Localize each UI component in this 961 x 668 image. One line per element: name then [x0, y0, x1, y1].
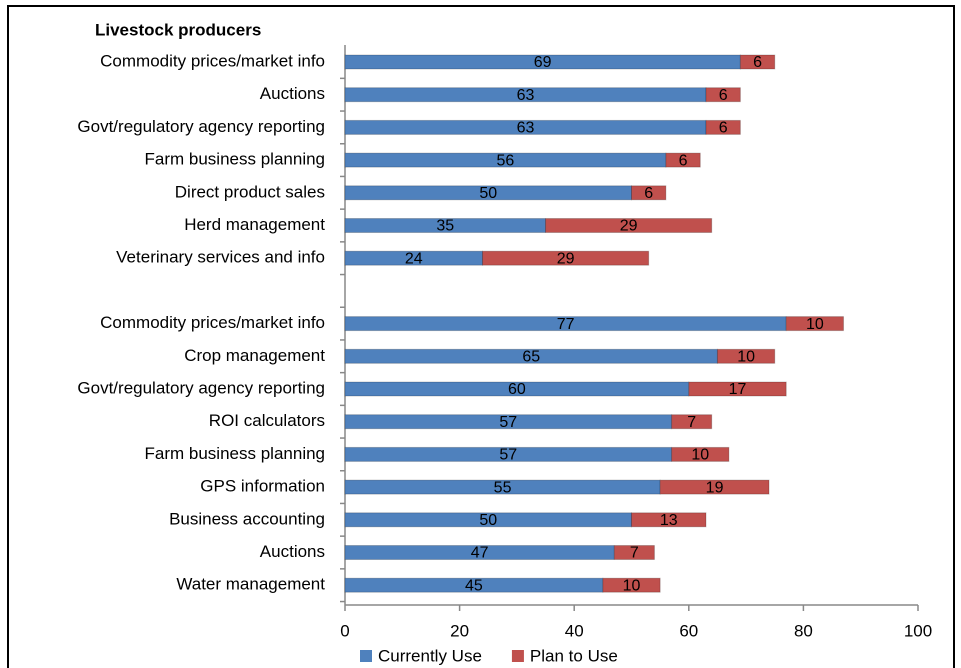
legend-label: Plan to Use: [530, 646, 618, 665]
value-label: 6: [644, 185, 653, 202]
bar-segment: [631, 185, 667, 201]
value-label: 10: [623, 577, 641, 594]
y-tick-label: Govt/regulatory agency reporting: [77, 378, 325, 397]
y-tick-label: Herd management: [184, 215, 325, 234]
value-label: 29: [557, 250, 575, 267]
bar-segment: [344, 316, 787, 332]
bar-segment: [671, 446, 730, 462]
value-label: 29: [620, 218, 638, 235]
x-tick-label: 60: [679, 621, 698, 640]
value-label: 17: [729, 381, 747, 398]
y-tick-label: ROI calculators: [209, 411, 325, 430]
value-label: 35: [436, 218, 454, 235]
legend-label: Currently Use: [378, 646, 482, 665]
value-label: 77: [557, 316, 575, 333]
y-tick-label: Auctions: [260, 542, 325, 561]
value-label: 63: [517, 120, 535, 137]
bar-segment: [705, 119, 741, 135]
legend-swatch: [360, 650, 372, 662]
value-label: 55: [494, 479, 512, 496]
value-label: 10: [806, 316, 824, 333]
bar-segment: [602, 577, 661, 593]
bar-segment: [785, 316, 845, 332]
bar-segment: [665, 152, 701, 168]
value-label: 63: [517, 87, 535, 104]
y-tick-label: Crop management: [184, 346, 325, 365]
x-tick-label: 40: [565, 621, 584, 640]
value-label: 7: [630, 545, 639, 562]
bar-segment: [482, 250, 650, 266]
value-label: 19: [706, 479, 724, 496]
x-tick-label: 20: [450, 621, 469, 640]
value-label: 60: [508, 381, 526, 398]
value-label: 69: [534, 54, 552, 71]
value-label: 7: [687, 414, 696, 431]
y-tick-label: Commodity prices/market info: [100, 51, 325, 70]
value-label: 10: [691, 447, 709, 464]
x-tick-label: 80: [794, 621, 813, 640]
y-tick-label: Water management: [176, 575, 325, 594]
value-label: 24: [405, 250, 423, 267]
value-label: 6: [679, 152, 688, 169]
bar-segment: [631, 512, 707, 528]
chart-title: Livestock producers: [95, 20, 261, 39]
bar-segment: [545, 218, 713, 233]
value-label: 56: [497, 152, 515, 169]
bar-segment: [705, 87, 741, 103]
y-tick-label: Business accounting: [169, 509, 325, 528]
value-label: 13: [660, 512, 678, 529]
x-tick-label: 0: [340, 621, 349, 640]
bar-segment: [659, 479, 770, 495]
value-label: 6: [753, 54, 762, 71]
x-tick-label: 100: [904, 621, 932, 640]
y-tick-label: Farm business planning: [145, 444, 325, 463]
y-tick-label: Auctions: [260, 84, 325, 103]
value-label: 10: [737, 349, 755, 366]
legend-swatch: [511, 650, 524, 662]
y-tick-label: Direct product sales: [175, 182, 325, 201]
value-label: 6: [719, 120, 728, 137]
bar-segment: [716, 348, 776, 364]
value-label: 57: [499, 414, 517, 431]
value-label: 6: [719, 87, 728, 104]
value-label: 50: [479, 185, 497, 202]
value-label: 45: [465, 577, 483, 594]
value-label: 50: [479, 512, 497, 529]
bar-segment: [688, 381, 787, 397]
y-tick-label: Commodity prices/market info: [100, 313, 325, 332]
bar-segment: [613, 545, 655, 560]
bar-segment: [671, 414, 713, 430]
y-tick-label: Farm business planning: [145, 150, 325, 169]
value-label: 65: [522, 349, 540, 366]
value-label: 57: [499, 447, 517, 464]
value-label: 47: [471, 545, 489, 562]
y-tick-label: GPS information: [200, 477, 325, 496]
bar-segment: [739, 54, 776, 70]
y-tick-label: Veterinary services and info: [116, 248, 325, 267]
chart-border: [7, 5, 955, 668]
y-tick-label: Govt/regulatory agency reporting: [77, 117, 325, 136]
